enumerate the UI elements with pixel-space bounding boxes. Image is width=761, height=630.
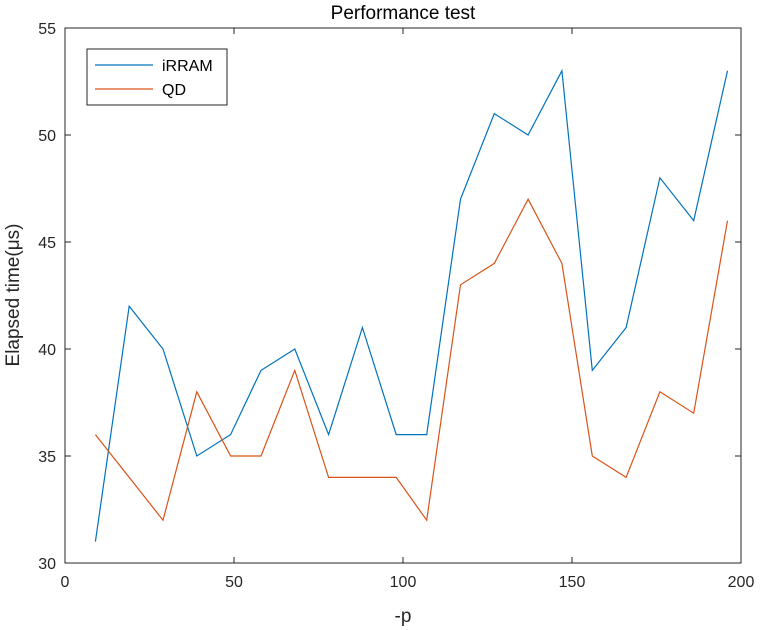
y-axis-label: Elapsed time(μs) — [3, 224, 24, 367]
x-tick-label: 150 — [559, 574, 586, 591]
y-tick-label: 35 — [38, 449, 56, 466]
legend: iRRAM QD — [86, 48, 228, 106]
y-axis: 30 35 40 45 50 55 — [38, 21, 741, 573]
legend-box — [86, 48, 228, 106]
x-tick-label: 0 — [61, 574, 70, 591]
x-axis-label: -p — [395, 606, 412, 627]
legend-label-qd: QD — [162, 82, 186, 99]
plot-area — [64, 27, 742, 564]
series-layer — [94, 68, 729, 542]
series-line-qd — [94, 197, 729, 522]
y-tick-label: 55 — [38, 21, 56, 38]
y-tick-label: 45 — [38, 235, 56, 252]
x-tick-label: 200 — [728, 574, 755, 591]
series-line-irram — [94, 68, 729, 542]
y-tick-label: 40 — [38, 342, 56, 359]
x-tick-label: 100 — [390, 574, 417, 591]
x-tick-label: 50 — [225, 574, 243, 591]
x-axis: 0 50 100 150 200 — [61, 28, 755, 591]
legend-label-irram: iRRAM — [162, 58, 213, 75]
y-tick-label: 50 — [38, 128, 56, 145]
y-tick-label: 30 — [38, 556, 56, 573]
chart-title: Performance test — [331, 3, 476, 24]
